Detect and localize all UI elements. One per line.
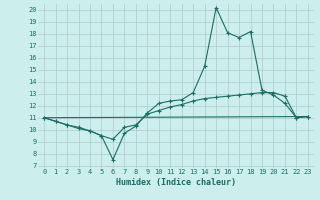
- X-axis label: Humidex (Indice chaleur): Humidex (Indice chaleur): [116, 178, 236, 187]
